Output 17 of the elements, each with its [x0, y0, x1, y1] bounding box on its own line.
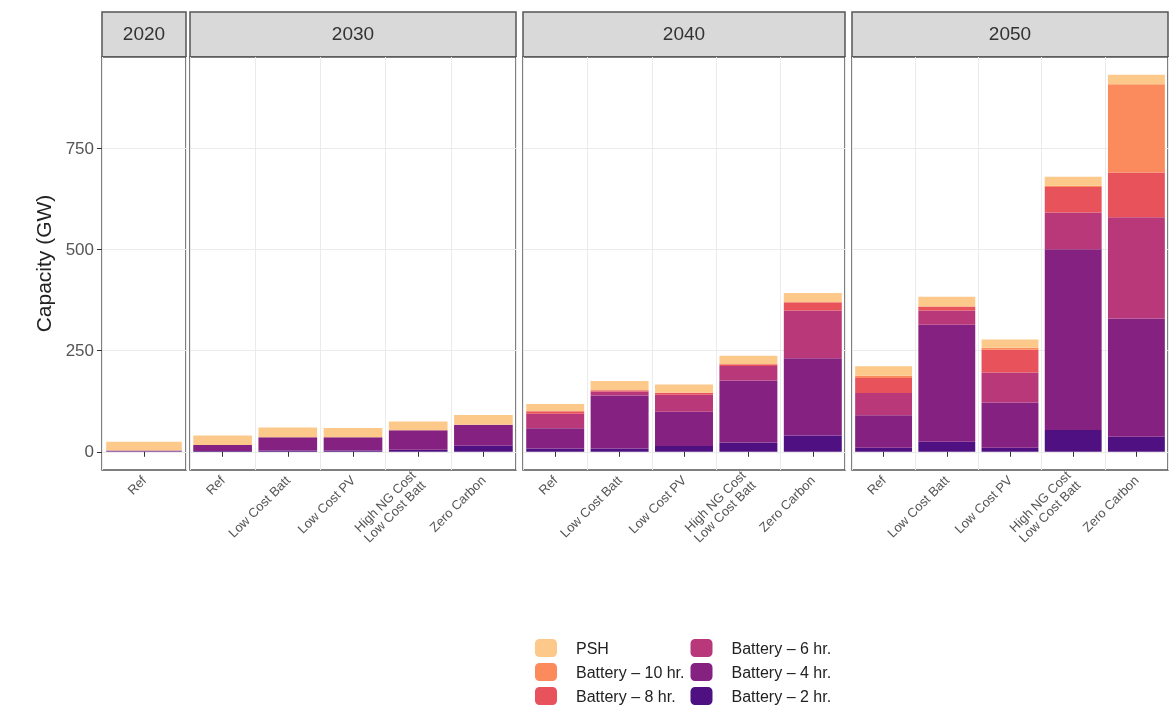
y-tick-label: 750 — [65, 138, 94, 158]
y-tick-label: 500 — [65, 239, 94, 259]
legend-label: Battery – 6 hr. — [731, 639, 832, 657]
legend-label: Battery – 10 hr. — [576, 663, 685, 681]
chart-title: 2020 — [122, 23, 166, 44]
chart-title: 2050 — [988, 23, 1032, 44]
x-tick-label: Ref — [124, 472, 150, 498]
chart-title: 2030 — [331, 23, 375, 44]
legend-label: Battery – 4 hr. — [731, 663, 832, 681]
y-tick-label: 250 — [65, 341, 94, 361]
x-tick-label: Ref — [864, 472, 890, 498]
legend-label: PSH — [576, 639, 609, 657]
y-tick-label: 0 — [84, 442, 94, 462]
chart-title: 2040 — [662, 23, 706, 44]
legend-label: Battery – 8 hr. — [576, 687, 676, 705]
y-axis-title: Capacity (GW) — [32, 194, 55, 333]
legend-label: Battery – 2 hr. — [731, 687, 832, 705]
